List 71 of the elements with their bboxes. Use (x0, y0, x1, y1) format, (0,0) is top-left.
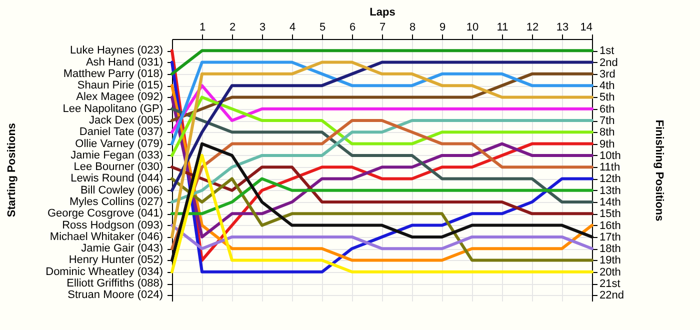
line-series (170, 84, 594, 134)
y2-tick-label: 9th (600, 138, 615, 150)
y2-tick-label: 10th (600, 150, 621, 162)
y2-tick-label: 12th (600, 173, 621, 186)
text: Elliott Griffiths (088) (66, 278, 163, 290)
line-series (170, 72, 594, 122)
text: Bill Cowley (006) (80, 184, 163, 196)
line-series (170, 177, 594, 262)
text: Jack Dex (005) (89, 114, 163, 127)
y2-tick-label: 8th (600, 126, 615, 139)
text: Alex Magee (092) (76, 91, 163, 104)
text: Lewis Round (044) (70, 172, 163, 185)
x-tick-label: 6 (349, 22, 356, 34)
text: Dominic Wheatley (034) (46, 266, 163, 278)
x-tick-label: 3 (259, 22, 266, 34)
text: Shaun Pirie (015) (77, 80, 163, 92)
y2-tick-label: 14th (600, 196, 621, 209)
y2-tick-label: 3rd (600, 68, 616, 80)
x-tick-label: 14 (580, 22, 592, 34)
line-series (170, 96, 594, 157)
text: Myles Collins (027) (69, 196, 163, 208)
y2-tick-label: 16th (600, 220, 621, 232)
text: Jamie Gair (043) (81, 242, 163, 255)
x-tick-label: 4 (289, 22, 296, 34)
y2-tick-label: 19th (600, 254, 621, 267)
y2-tick-label: 11th (600, 162, 620, 174)
y2-axis-title: Finishing Positions (652, 120, 665, 222)
x-tick-label: 9 (439, 22, 446, 34)
text: Daniel Tate (037) (79, 126, 163, 138)
x-axis-title: Laps (370, 6, 396, 18)
y2-tick-label: 21st (600, 278, 620, 290)
y2-tick-label: 15th (600, 208, 621, 220)
text: Struan Moore (024) (68, 289, 163, 302)
x-tick-label: 7 (379, 22, 386, 34)
x-tick-label: 13 (556, 22, 569, 34)
x-tick-label: 12 (526, 22, 539, 34)
x-tick-label: 5 (319, 22, 326, 34)
y2-tick-label: 20th (600, 266, 621, 278)
y2-tick-label: 6th (600, 103, 615, 116)
x-tick-label: 1 (199, 22, 206, 34)
x-tick-label: 8 (409, 22, 416, 34)
y2-tick-label: 7th (600, 115, 615, 128)
line-series (170, 60, 594, 192)
y2-tick-label: 17th (600, 231, 621, 244)
text: Jamie Fegan (033) (70, 149, 163, 162)
text: Lee Bourner (030) (74, 161, 163, 174)
text: Luke Haynes (023) (70, 44, 163, 57)
y2-tick-label: 2nd (600, 56, 618, 69)
y2-tick-label: 22nd (600, 290, 624, 302)
line-series (170, 60, 594, 146)
line-series (170, 177, 594, 216)
line-series (170, 142, 594, 262)
y2-tick-label: 13th (600, 184, 621, 197)
line-series (170, 60, 594, 238)
y2-tick-label: 18th (600, 243, 621, 256)
text: Henry Hunter (052) (68, 254, 163, 266)
x-tick-label: 11 (496, 22, 508, 34)
text: George Cosgrove (041) (47, 208, 163, 220)
text: Ross Hodgson (093) (62, 219, 163, 232)
text: Lee Napolitano (GP) (62, 102, 163, 115)
x-tick-label: 10 (466, 22, 479, 34)
text: Ollie Varney (079) (75, 138, 163, 150)
text: Michael Whitaker (046) (50, 230, 163, 243)
line-series (170, 166, 594, 216)
text: Starting Positions (6, 122, 18, 218)
text: Matthew Parry (018) (63, 68, 163, 80)
text: Ash Hand (031) (86, 56, 163, 68)
y2-tick-label: 4th (600, 80, 615, 92)
y2-tick-label: 5th (600, 92, 615, 104)
y2-tick-label: 1st (600, 45, 614, 58)
x-tick-label: 2 (229, 22, 236, 34)
